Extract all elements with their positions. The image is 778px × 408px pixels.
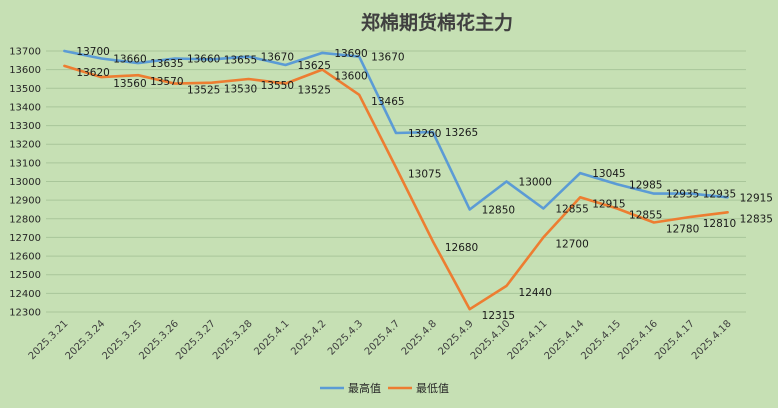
data-label: 13655: [224, 54, 257, 66]
data-label: 13075: [408, 169, 441, 181]
y-tick-label: 13300: [9, 121, 41, 132]
data-label: 13265: [445, 127, 478, 139]
data-label: 13465: [371, 96, 404, 108]
legend-label: 最高值: [348, 381, 381, 395]
data-label: 13670: [261, 52, 294, 64]
data-label: 12780: [666, 224, 699, 236]
x-tick-label: 2025.4.7: [363, 318, 402, 357]
data-label: 12915: [592, 198, 625, 210]
y-tick-label: 13100: [9, 158, 41, 169]
y-tick-label: 12400: [9, 289, 41, 300]
data-label: 13660: [187, 53, 220, 65]
data-label: 13260: [408, 128, 441, 140]
data-label: 12935: [666, 189, 699, 201]
data-label: 12850: [482, 204, 515, 216]
x-tick-label: 2025.4.1: [252, 318, 291, 357]
y-tick-label: 13000: [9, 177, 41, 188]
data-label: 12680: [445, 242, 478, 254]
data-label: 12315: [482, 310, 515, 322]
y-tick-label: 13500: [9, 84, 41, 95]
x-tick-label: 2025.4.2: [289, 318, 328, 357]
series-lines: [63, 49, 729, 311]
y-tick-label: 12700: [9, 233, 41, 244]
y-tick-label: 13400: [9, 102, 41, 113]
data-label: 13625: [297, 60, 330, 72]
legend-label: 最低值: [416, 382, 449, 395]
x-tick-label: 2025.4.18: [690, 318, 734, 362]
x-tick-label: 2025.3.28: [211, 318, 255, 362]
data-label: 13620: [76, 67, 109, 79]
x-tick-label: 2025.4.8: [400, 318, 439, 357]
data-label: 13660: [113, 53, 146, 65]
data-label: 12915: [740, 192, 773, 204]
y-tick-label: 13700: [9, 47, 41, 58]
data-label: 12835: [740, 213, 773, 225]
data-label: 13550: [261, 80, 294, 92]
chart-title: 郑棉期货棉花主力: [361, 11, 513, 34]
data-label: 13600: [334, 71, 367, 83]
data-label: 12810: [703, 218, 736, 230]
y-tick-label: 13200: [9, 140, 41, 151]
y-tick-label: 12500: [9, 270, 41, 281]
data-label: 13635: [150, 58, 183, 70]
series-line-2: [63, 64, 729, 311]
data-label: 13525: [297, 85, 330, 97]
data-label: 12855: [629, 210, 662, 222]
x-tick-label: 2025.4.3: [326, 318, 365, 357]
data-label: 13530: [224, 84, 257, 96]
data-label: 12935: [703, 189, 736, 201]
y-tick-label: 12300: [9, 308, 41, 319]
y-tick-label: 12900: [9, 196, 41, 207]
data-label: 13000: [519, 177, 552, 189]
legend: 最高值 最低值: [320, 381, 449, 395]
y-tick-label: 12600: [9, 252, 41, 263]
data-label: 13670: [371, 52, 404, 64]
data-label: 13045: [592, 168, 625, 180]
x-axis-ticks: 2025.3.212025.3.242025.3.252025.3.262025…: [27, 318, 734, 362]
data-label: 12440: [519, 287, 552, 299]
y-axis-ticks: 12300 12400 12500 12600 12700 12800 12900 13000…: [9, 47, 41, 319]
data-label: 12700: [555, 238, 588, 250]
y-tick-label: 12800: [9, 214, 41, 225]
data-label: 13690: [334, 48, 367, 60]
data-label: 13570: [150, 76, 183, 88]
data-label: 12985: [629, 179, 662, 191]
data-label: 13700: [76, 46, 109, 58]
data-label: 13560: [113, 78, 146, 90]
x-tick-label: 2025.4.9: [437, 318, 476, 357]
series-line-1: [63, 49, 729, 211]
data-label: 13525: [187, 85, 220, 97]
gridlines: [46, 50, 746, 313]
data-label: 12855: [555, 204, 588, 216]
y-tick-label: 13600: [9, 65, 41, 76]
